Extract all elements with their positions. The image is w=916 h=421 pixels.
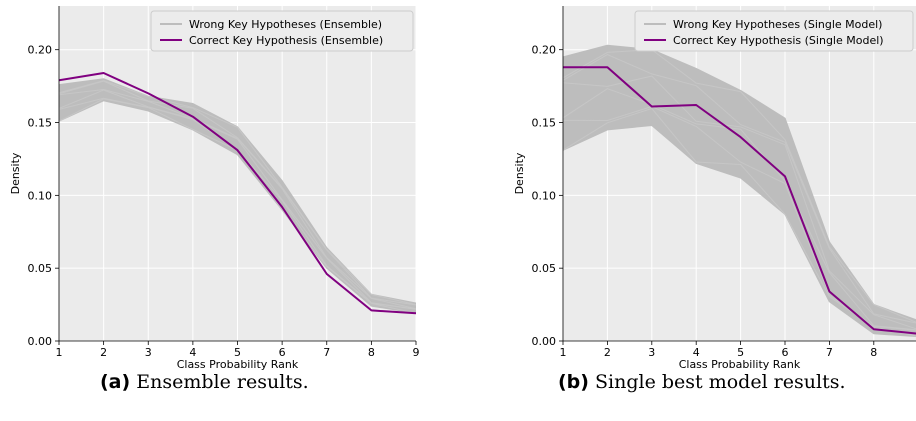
wrong-key-line <box>563 75 916 330</box>
chart-a: 0.00 0.05 0.10 0.15 0.20 1 2 3 4 5 6 7 8 9 Class Proba… <box>9 6 420 371</box>
x-tick-label: 6 <box>279 346 286 359</box>
y-tick-label: 0.05 <box>532 262 557 275</box>
y-tick-label: 0.10 <box>28 189 53 202</box>
y-tick-label: 0.15 <box>28 117 53 130</box>
wrong-key-line <box>59 80 416 306</box>
wrong-key-line <box>59 89 416 310</box>
x-tick-label: 1 <box>56 346 63 359</box>
legend-label: Correct Key Hypothesis (Ensemble) <box>189 34 383 47</box>
y-tick-label: 0.20 <box>532 44 557 57</box>
correct-key-line <box>563 66 916 335</box>
legend: Wrong Key Hypotheses (Ensemble) Correct K… <box>150 10 414 52</box>
legend-box <box>634 10 914 52</box>
x-tick-label: 4 <box>189 346 196 359</box>
wrong-key-line <box>563 49 916 323</box>
x-tick-label: 8 <box>870 346 877 359</box>
y-tick-label: 0.10 <box>532 189 557 202</box>
y-tick-label: 0.15 <box>532 117 557 130</box>
chart-b: 0.00 0.05 0.10 0.15 0.20 1 2 3 4 5 6 7 8 Class Probab… <box>513 6 916 371</box>
caption-b: (b) Single best model results. <box>558 371 846 393</box>
series-group <box>563 44 916 338</box>
x-tick-label: 4 <box>693 346 700 359</box>
x-tick-label: 5 <box>234 346 241 359</box>
series-group <box>59 72 416 315</box>
x-tick-label: 7 <box>323 346 330 359</box>
x-tick-label: 2 <box>100 346 107 359</box>
x-axis-label: Class Probability Rank <box>679 358 801 371</box>
x-tick-label: 7 <box>826 346 833 359</box>
x-tick-label: 1 <box>560 346 567 359</box>
caption-a-text: Ensemble results. <box>136 371 309 393</box>
x-tick-label: 3 <box>145 346 152 359</box>
x-tick-label: 6 <box>782 346 789 359</box>
caption-b-text: Single best model results. <box>595 371 846 393</box>
wrong-key-line <box>59 80 416 306</box>
x-tick-label: 8 <box>368 346 375 359</box>
correct-key-line <box>59 72 416 315</box>
x-tick-label: 9 <box>413 346 420 359</box>
wrong-key-line <box>563 54 916 324</box>
x-axis-label: Class Probability Rank <box>177 358 299 371</box>
y-axis-label: Density <box>513 152 526 194</box>
legend-label: Wrong Key Hypotheses (Ensemble) <box>189 18 382 31</box>
x-tick-label: 3 <box>648 346 655 359</box>
y-tick-label: 0.00 <box>28 335 53 348</box>
wrong-key-line <box>563 88 916 331</box>
y-axis-label: Density <box>9 152 22 194</box>
legend-label: Correct Key Hypothesis (Single Model) <box>673 34 884 47</box>
y-tick-label: 0.05 <box>28 262 53 275</box>
legend-box <box>150 10 414 52</box>
caption-a-letter: (a) <box>100 371 131 393</box>
x-tick-label: 2 <box>604 346 611 359</box>
legend: Wrong Key Hypotheses (Single Model) Corre… <box>634 10 914 52</box>
y-tick-label: 0.00 <box>532 335 557 348</box>
x-tick-label: 5 <box>737 346 744 359</box>
legend-label: Wrong Key Hypotheses (Single Model) <box>673 18 882 31</box>
caption-a: (a) Ensemble results. <box>100 371 309 393</box>
caption-b-letter: (b) <box>558 371 589 393</box>
wrong-key-band <box>563 44 916 338</box>
wrong-key-band <box>59 78 416 314</box>
y-tick-label: 0.20 <box>28 44 53 57</box>
